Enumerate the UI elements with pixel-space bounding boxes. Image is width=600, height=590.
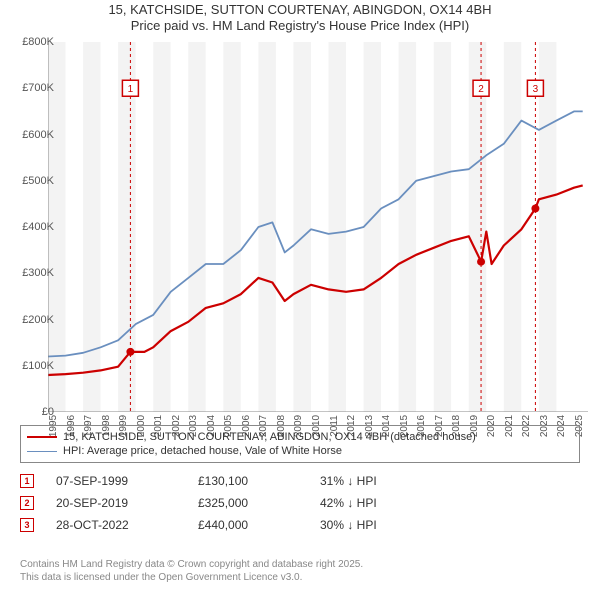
chart-title: 15, KATCHSIDE, SUTTON COURTENAY, ABINGDO…	[0, 0, 600, 35]
event-row: 2 20-SEP-2019 £325,000 42% ↓ HPI	[20, 492, 580, 514]
event-price: £325,000	[198, 496, 298, 510]
y-tick-label: £100K	[22, 360, 54, 372]
event-row: 1 07-SEP-1999 £130,100 31% ↓ HPI	[20, 470, 580, 492]
legend-item: 15, KATCHSIDE, SUTTON COURTENAY, ABINGDO…	[27, 430, 573, 444]
title-line-1: 15, KATCHSIDE, SUTTON COURTENAY, ABINGDO…	[0, 2, 600, 18]
y-tick-label: £600K	[22, 129, 54, 141]
y-tick-label: £400K	[22, 221, 54, 233]
y-tick-label: £700K	[22, 82, 54, 94]
svg-text:3: 3	[533, 84, 539, 95]
legend-swatch	[27, 436, 57, 438]
price-chart: 1 2 3	[48, 42, 588, 412]
event-marker: 2	[20, 496, 34, 510]
event-marker: 1	[20, 474, 34, 488]
event-delta: 42% ↓ HPI	[320, 496, 440, 510]
legend-label: HPI: Average price, detached house, Vale…	[63, 445, 342, 457]
attribution-footer: Contains HM Land Registry data © Crown c…	[20, 559, 580, 584]
event-date: 28-OCT-2022	[56, 518, 176, 532]
svg-text:2: 2	[478, 84, 484, 95]
events-table: 1 07-SEP-1999 £130,100 31% ↓ HPI 2 20-SEP-201…	[20, 470, 580, 536]
event-date: 07-SEP-1999	[56, 474, 176, 488]
legend: 15, KATCHSIDE, SUTTON COURTENAY, ABINGDO…	[20, 425, 580, 463]
legend-label: 15, KATCHSIDE, SUTTON COURTENAY, ABINGDO…	[63, 431, 476, 443]
event-delta: 31% ↓ HPI	[320, 474, 440, 488]
event-price: £130,100	[198, 474, 298, 488]
legend-swatch	[27, 451, 57, 452]
footer-line-2: This data is licensed under the Open Gov…	[20, 572, 580, 585]
svg-text:1: 1	[128, 84, 134, 95]
legend-item: HPI: Average price, detached house, Vale…	[27, 444, 573, 458]
event-row: 3 28-OCT-2022 £440,000 30% ↓ HPI	[20, 514, 580, 536]
event-date: 20-SEP-2019	[56, 496, 176, 510]
title-line-2: Price paid vs. HM Land Registry's House …	[0, 18, 600, 34]
event-delta: 30% ↓ HPI	[320, 518, 440, 532]
event-marker: 3	[20, 518, 34, 532]
footer-line-1: Contains HM Land Registry data © Crown c…	[20, 559, 580, 572]
y-tick-label: £800K	[22, 36, 54, 48]
event-price: £440,000	[198, 518, 298, 532]
y-tick-label: £500K	[22, 175, 54, 187]
y-tick-label: £200K	[22, 314, 54, 326]
y-tick-label: £300K	[22, 267, 54, 279]
